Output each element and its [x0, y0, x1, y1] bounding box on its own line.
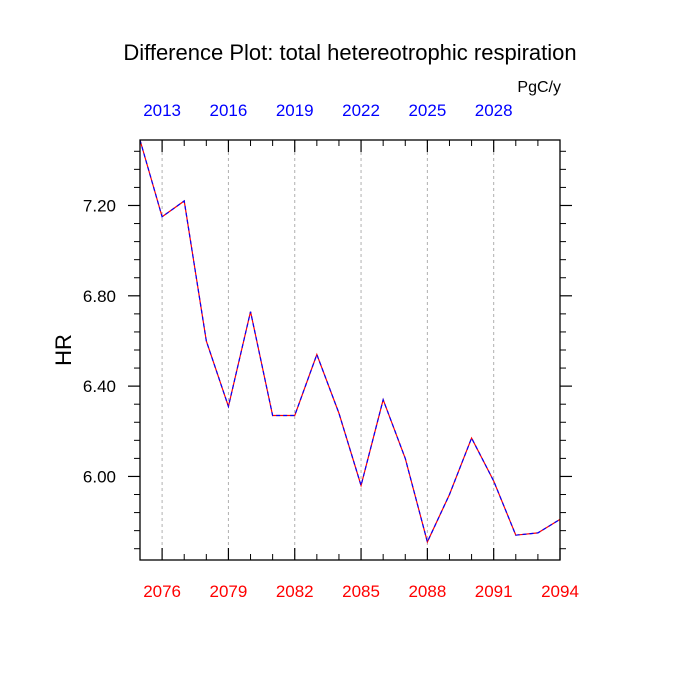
y-tick-label: 6.00 [83, 467, 116, 486]
x-tick-label-top: 2028 [475, 101, 513, 120]
series-line-red [139, 139, 561, 544]
grid-lines [161, 140, 495, 560]
y-axis: 6.00 6.40 6.80 7.20 [83, 150, 572, 550]
x-tick-label-top: 2016 [210, 101, 248, 120]
y-axis-label: HR [51, 334, 76, 366]
x-tick-label-bottom: 2085 [342, 582, 380, 601]
series-line-blue-dashed [139, 139, 561, 544]
series-layer [139, 139, 561, 544]
y-tick-label: 6.80 [83, 287, 116, 306]
x-tick-label-bottom: 2091 [475, 582, 513, 601]
x-tick-label-bottom: 2076 [143, 582, 181, 601]
x-tick-label-top: 2013 [143, 101, 181, 120]
y-tick-label: 7.20 [83, 196, 116, 215]
y-tick-label: 6.40 [83, 377, 116, 396]
x-tick-label-bottom: 2094 [541, 582, 579, 601]
chart-title: Difference Plot: total hetereotrophic re… [123, 40, 577, 65]
x-tick-label-top: 2025 [408, 101, 446, 120]
x-tick-label-bottom: 2079 [210, 582, 248, 601]
x-tick-label-top: 2022 [342, 101, 380, 120]
units-label: PgC/y [517, 79, 561, 96]
plot-frame [139, 139, 561, 561]
x-tick-label-bottom: 2088 [408, 582, 446, 601]
x-axis-bottom: 2076 2079 2082 2085 2088 2091 2094 [139, 548, 579, 601]
x-tick-label-bottom: 2082 [276, 582, 314, 601]
x-tick-label-top: 2019 [276, 101, 314, 120]
x-axis-top: 2013 2016 2019 2022 2025 2028 [139, 101, 561, 152]
